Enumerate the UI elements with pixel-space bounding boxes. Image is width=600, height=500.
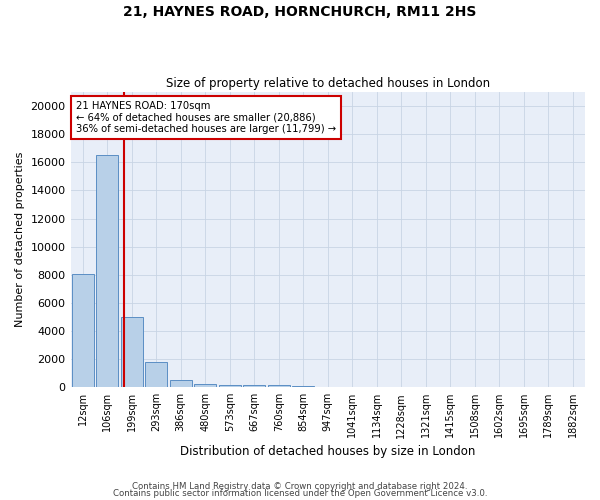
Bar	[121, 317, 143, 387]
Text: 21, HAYNES ROAD, HORNCHURCH, RM11 2HS: 21, HAYNES ROAD, HORNCHURCH, RM11 2HS	[124, 5, 476, 19]
Text: Contains public sector information licensed under the Open Government Licence v3: Contains public sector information licen…	[113, 490, 487, 498]
Bar	[194, 384, 217, 387]
Bar	[96, 156, 118, 387]
Bar	[145, 362, 167, 387]
Y-axis label: Number of detached properties: Number of detached properties	[15, 152, 25, 328]
Bar	[268, 384, 290, 387]
X-axis label: Distribution of detached houses by size in London: Distribution of detached houses by size …	[180, 444, 475, 458]
Title: Size of property relative to detached houses in London: Size of property relative to detached ho…	[166, 76, 490, 90]
Text: Contains HM Land Registry data © Crown copyright and database right 2024.: Contains HM Land Registry data © Crown c…	[132, 482, 468, 491]
Text: 21 HAYNES ROAD: 170sqm
← 64% of detached houses are smaller (20,886)
36% of semi: 21 HAYNES ROAD: 170sqm ← 64% of detached…	[76, 101, 336, 134]
Bar	[170, 380, 192, 387]
Bar	[219, 384, 241, 387]
Bar	[72, 274, 94, 387]
Bar	[292, 386, 314, 387]
Bar	[243, 385, 265, 387]
